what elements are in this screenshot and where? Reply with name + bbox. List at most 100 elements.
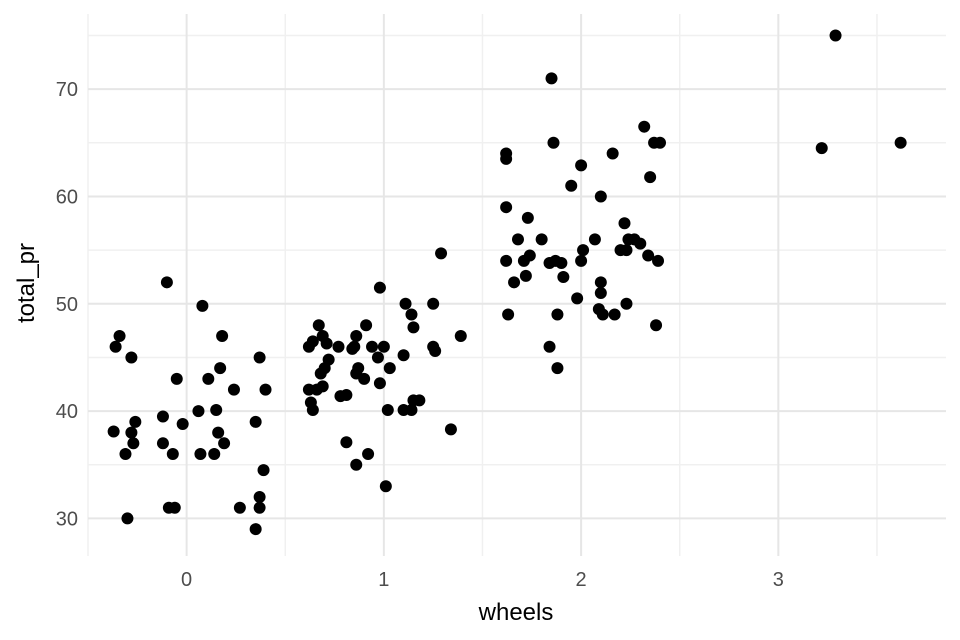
x-tick-label: 1 — [378, 569, 389, 591]
data-point — [170, 372, 183, 385]
data-point — [620, 244, 633, 257]
y-tick-label: 70 — [56, 79, 78, 101]
data-point — [555, 256, 568, 269]
data-point — [638, 120, 651, 133]
data-point — [227, 383, 240, 396]
data-point — [571, 292, 584, 305]
data-point — [129, 415, 142, 428]
data-point — [253, 501, 266, 514]
data-point — [543, 340, 556, 353]
data-point — [320, 337, 333, 350]
data-point — [594, 190, 607, 203]
data-point — [644, 171, 657, 184]
data-point — [523, 249, 536, 262]
data-point — [379, 480, 392, 493]
data-point — [511, 233, 524, 246]
x-tick-label: 0 — [181, 569, 192, 591]
data-point — [405, 404, 418, 417]
data-point — [113, 329, 126, 342]
data-point — [156, 437, 169, 450]
data-point — [535, 233, 548, 246]
data-point — [500, 254, 513, 267]
data-points — [107, 29, 907, 536]
data-point — [127, 437, 140, 450]
data-point — [500, 201, 513, 214]
data-point — [257, 464, 270, 477]
data-point — [413, 394, 426, 407]
data-point — [332, 340, 345, 353]
data-point — [608, 308, 621, 321]
data-point — [565, 179, 578, 192]
data-point — [521, 211, 534, 224]
data-point — [340, 389, 353, 402]
data-point — [202, 372, 215, 385]
data-point — [606, 147, 619, 160]
data-point — [575, 159, 588, 172]
data-point — [253, 490, 266, 503]
data-point — [547, 136, 560, 149]
data-point — [894, 136, 907, 149]
data-point — [429, 345, 442, 358]
data-point — [502, 308, 515, 321]
data-point — [545, 72, 558, 85]
data-point — [350, 458, 363, 471]
data-point — [121, 512, 134, 525]
data-point — [125, 426, 138, 439]
data-point — [210, 404, 223, 417]
data-point — [399, 297, 412, 310]
data-point — [348, 340, 361, 353]
data-point — [551, 308, 564, 321]
data-point — [119, 448, 132, 461]
data-point — [156, 410, 169, 423]
data-point — [216, 329, 229, 342]
data-point — [829, 29, 842, 42]
data-point — [358, 372, 371, 385]
data-point — [377, 340, 390, 353]
data-point — [259, 383, 272, 396]
data-point — [366, 340, 379, 353]
data-point — [444, 423, 457, 436]
data-point — [383, 362, 396, 375]
data-point — [577, 244, 590, 257]
data-point — [194, 448, 207, 461]
y-tick-label: 60 — [56, 186, 78, 208]
data-point — [249, 415, 262, 428]
data-point — [233, 501, 246, 514]
data-point — [249, 523, 262, 536]
data-point — [352, 362, 365, 375]
data-point — [373, 377, 386, 390]
data-point — [500, 152, 513, 165]
data-point — [253, 351, 266, 364]
data-point — [407, 321, 420, 334]
data-point — [340, 436, 353, 449]
data-point — [196, 299, 209, 312]
data-point — [373, 281, 386, 294]
data-point — [316, 380, 329, 393]
data-point — [212, 426, 225, 439]
data-point — [551, 362, 564, 375]
minor-gridlines — [87, 14, 946, 556]
data-point — [650, 319, 663, 332]
data-point — [654, 136, 666, 149]
data-point — [371, 351, 384, 364]
tick-labels: 0 1 2 3 30 40 50 60 70 — [56, 79, 784, 591]
data-point — [575, 254, 588, 267]
data-point — [362, 448, 375, 461]
y-tick-label: 40 — [56, 401, 78, 423]
data-point — [322, 353, 335, 366]
data-point — [192, 405, 205, 418]
data-point — [405, 308, 418, 321]
data-point — [594, 276, 607, 289]
data-point — [306, 404, 319, 417]
data-point — [208, 448, 221, 461]
data-point — [652, 254, 665, 267]
data-point — [508, 276, 521, 289]
major-gridlines — [88, 14, 946, 556]
data-point — [596, 308, 609, 321]
data-point — [642, 249, 655, 262]
x-axis-title: wheels — [478, 599, 554, 626]
data-point — [125, 351, 138, 364]
data-point — [618, 217, 631, 230]
